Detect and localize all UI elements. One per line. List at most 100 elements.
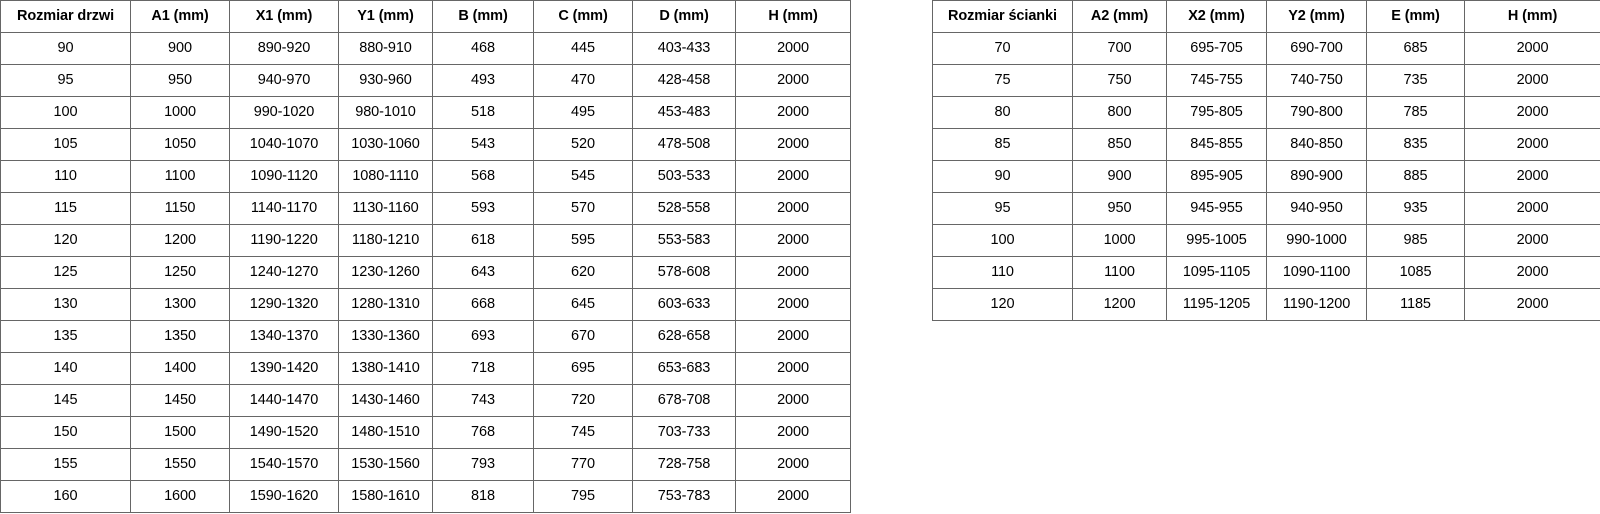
cell: 125 xyxy=(0,256,131,289)
table-row: 145 1450 1440-1470 1430-1460 743 720 678-708 20… xyxy=(0,384,851,417)
cell: 1150 xyxy=(130,192,230,225)
cell: 2000 xyxy=(735,416,851,449)
cell: 2000 xyxy=(735,224,851,257)
cell: 503-533 xyxy=(632,160,736,193)
cell: 1180-1210 xyxy=(338,224,433,257)
column-header-y1: Y1 (mm) xyxy=(338,0,433,33)
cell: 703-733 xyxy=(632,416,736,449)
cell: 678-708 xyxy=(632,384,736,417)
cell: 2000 xyxy=(1464,128,1600,161)
cell: 995-1005 xyxy=(1166,224,1267,257)
cell: 445 xyxy=(533,32,633,65)
table-row: 100 1000 995-1005 990-1000 985 2000 xyxy=(932,224,1600,257)
cell: 2000 xyxy=(735,448,851,481)
cell: 2000 xyxy=(735,192,851,225)
cell: 990-1020 xyxy=(229,96,339,129)
cell: 1240-1270 xyxy=(229,256,339,289)
cell: 895-905 xyxy=(1166,160,1267,193)
table-row: 160 1600 1590-1620 1580-1610 818 795 753-783 20… xyxy=(0,480,851,513)
table-row: 105 1050 1040-1070 1030-1060 543 520 478-508 20… xyxy=(0,128,851,161)
cell: 528-558 xyxy=(632,192,736,225)
cell: 620 xyxy=(533,256,633,289)
cell: 940-950 xyxy=(1266,192,1367,225)
cell: 1195-1205 xyxy=(1166,288,1267,321)
wall-table-header: Rozmiar ścianki A2 (mm) X2 (mm) Y2 (mm) … xyxy=(932,0,1600,33)
cell: 850 xyxy=(1072,128,1167,161)
cell: 945-955 xyxy=(1166,192,1267,225)
column-header-a1: A1 (mm) xyxy=(130,0,230,33)
wall-table-body: 70 700 695-705 690-700 685 2000 75 750 745-755 7… xyxy=(932,32,1600,321)
cell: 900 xyxy=(1072,160,1167,193)
cell: 1590-1620 xyxy=(229,480,339,513)
cell: 700 xyxy=(1072,32,1167,65)
cell: 695-705 xyxy=(1166,32,1267,65)
cell: 135 xyxy=(0,320,131,353)
cell: 1600 xyxy=(130,480,230,513)
cell: 70 xyxy=(932,32,1073,65)
column-header-e: E (mm) xyxy=(1366,0,1465,33)
cell: 743 xyxy=(432,384,534,417)
cell: 685 xyxy=(1366,32,1465,65)
cell: 545 xyxy=(533,160,633,193)
table-row: 85 850 845-855 840-850 835 2000 xyxy=(932,128,1600,161)
cell: 1230-1260 xyxy=(338,256,433,289)
cell: 2000 xyxy=(735,64,851,97)
cell: 570 xyxy=(533,192,633,225)
cell: 745-755 xyxy=(1166,64,1267,97)
cell: 150 xyxy=(0,416,131,449)
cell: 2000 xyxy=(1464,192,1600,225)
table-row: 120 1200 1195-1205 1190-1200 1185 2000 xyxy=(932,288,1600,321)
cell: 845-855 xyxy=(1166,128,1267,161)
cell: 880-910 xyxy=(338,32,433,65)
cell: 1390-1420 xyxy=(229,352,339,385)
cell: 645 xyxy=(533,288,633,321)
cell: 593 xyxy=(432,192,534,225)
cell: 160 xyxy=(0,480,131,513)
cell: 85 xyxy=(932,128,1073,161)
cell: 478-508 xyxy=(632,128,736,161)
cell: 1540-1570 xyxy=(229,448,339,481)
cell: 130 xyxy=(0,288,131,321)
column-header-x2: X2 (mm) xyxy=(1166,0,1267,33)
table-row: 130 1300 1290-1320 1280-1310 668 645 603-633 20… xyxy=(0,288,851,321)
column-header-d: D (mm) xyxy=(632,0,736,33)
cell: 1080-1110 xyxy=(338,160,433,193)
cell: 1580-1610 xyxy=(338,480,433,513)
cell: 493 xyxy=(432,64,534,97)
cell: 790-800 xyxy=(1266,96,1367,129)
cell: 2000 xyxy=(1464,256,1600,289)
cell: 1430-1460 xyxy=(338,384,433,417)
wall-dimensions-table: Rozmiar ścianki A2 (mm) X2 (mm) Y2 (mm) … xyxy=(932,0,1600,321)
table-row: 110 1100 1095-1105 1090-1100 1085 2000 xyxy=(932,256,1600,289)
cell: 1140-1170 xyxy=(229,192,339,225)
table-row: 135 1350 1340-1370 1330-1360 693 670 628-658 20… xyxy=(0,320,851,353)
table-row: 70 700 695-705 690-700 685 2000 xyxy=(932,32,1600,65)
cell: 818 xyxy=(432,480,534,513)
column-header-c: C (mm) xyxy=(533,0,633,33)
cell: 690-700 xyxy=(1266,32,1367,65)
cell: 750 xyxy=(1072,64,1167,97)
cell: 553-583 xyxy=(632,224,736,257)
cell: 800 xyxy=(1072,96,1167,129)
cell: 2000 xyxy=(735,320,851,353)
cell: 2000 xyxy=(1464,288,1600,321)
cell: 935 xyxy=(1366,192,1465,225)
table-row: 115 1150 1140-1170 1130-1160 593 570 528-558 20… xyxy=(0,192,851,225)
cell: 1480-1510 xyxy=(338,416,433,449)
cell: 628-658 xyxy=(632,320,736,353)
cell: 795 xyxy=(533,480,633,513)
table-row: 90 900 890-920 880-910 468 445 403-433 2000 xyxy=(0,32,851,65)
cell: 603-633 xyxy=(632,288,736,321)
cell: 1085 xyxy=(1366,256,1465,289)
cell: 2000 xyxy=(735,352,851,385)
cell: 753-783 xyxy=(632,480,736,513)
cell: 100 xyxy=(0,96,131,129)
cell: 1280-1310 xyxy=(338,288,433,321)
cell: 2000 xyxy=(735,384,851,417)
table-header-row: Rozmiar ścianki A2 (mm) X2 (mm) Y2 (mm) … xyxy=(932,0,1600,33)
cell: 728-758 xyxy=(632,448,736,481)
cell: 495 xyxy=(533,96,633,129)
column-header-rozmiar-drzwi: Rozmiar drzwi xyxy=(0,0,131,33)
cell: 1330-1360 xyxy=(338,320,433,353)
